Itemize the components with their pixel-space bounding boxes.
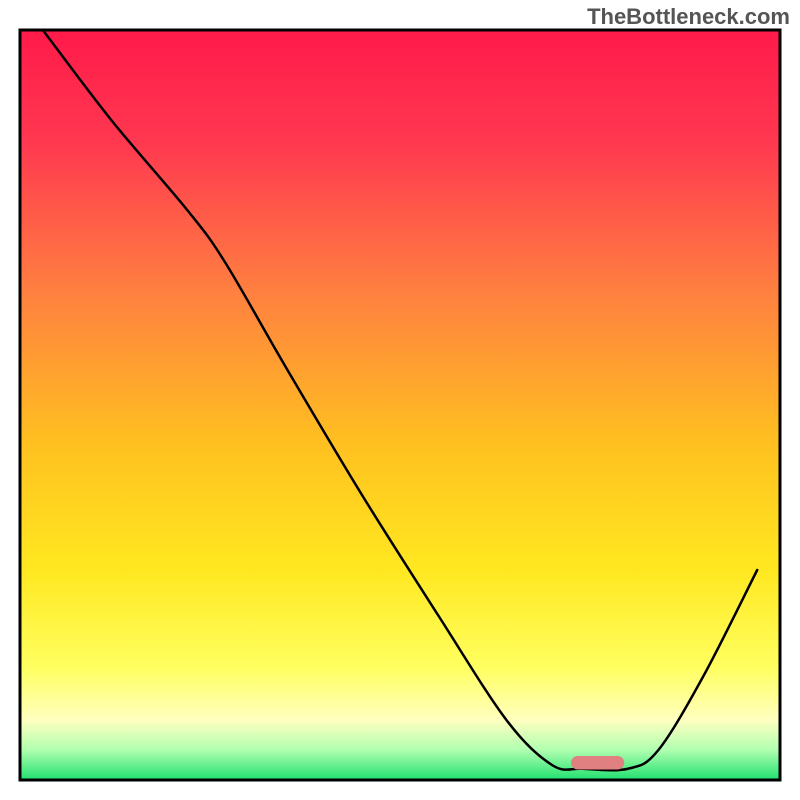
plot-background: [20, 30, 780, 780]
bottleneck-chart: [0, 0, 800, 800]
optimal-marker: [571, 756, 624, 770]
chart-container: TheBottleneck.com: [0, 0, 800, 800]
watermark-text: TheBottleneck.com: [587, 4, 790, 30]
